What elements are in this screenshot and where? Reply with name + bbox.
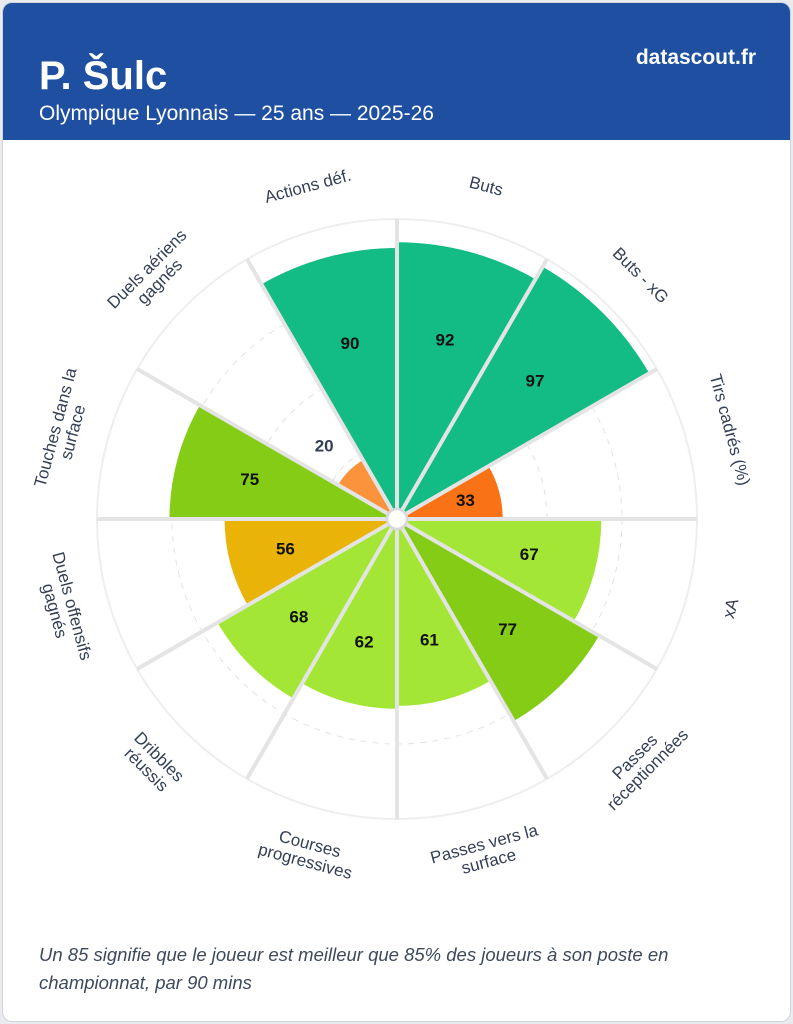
bar-value-label: 90 [341, 334, 360, 353]
category-label: Actions déf. [262, 166, 353, 207]
category-label: Duels offensifsgagnés [31, 550, 96, 667]
bar-value-label: 77 [498, 620, 517, 639]
header: P. Šulc Olympique Lyonnais — 25 ans — 20… [3, 3, 790, 140]
category-label: Buts [467, 173, 505, 200]
player-subtitle: Olympique Lyonnais — 25 ans — 2025-26 [39, 102, 434, 125]
bar-value-label: 20 [315, 437, 334, 456]
radar-bar [302, 527, 397, 709]
radar-bar [169, 405, 389, 519]
category-label-line: Buts [467, 173, 505, 200]
radar-bar [405, 466, 503, 519]
bar-value-label: 92 [436, 330, 455, 349]
radar-spoke [400, 526, 549, 780]
category-label: Passes vers lasurface [428, 820, 545, 884]
category-label-line: Buts - xG [609, 244, 673, 308]
radar-bar [217, 524, 392, 699]
category-label: Tirs cadrés (%) [706, 372, 754, 488]
category-label: Dribblesréussis [118, 728, 188, 798]
radar-spoke [404, 367, 658, 516]
category-label-line: Tirs cadrés (%) [706, 372, 754, 488]
category-label: xA [719, 596, 743, 621]
radar-spoke [136, 367, 390, 516]
bar-value-label: 97 [526, 371, 545, 390]
bar-value-label: 56 [276, 539, 295, 558]
bar-value-label: 75 [240, 470, 259, 489]
category-label-line: Actions déf. [262, 166, 353, 207]
radar-spoke [245, 526, 394, 780]
category-label-line: xA [719, 596, 743, 621]
radar-bar [338, 460, 392, 514]
radar-bar [397, 527, 491, 706]
category-label: Passesréceptionnées [590, 712, 692, 814]
bar-value-label: 67 [520, 545, 539, 564]
radar-spoke [404, 522, 658, 671]
radar-bar [224, 519, 389, 606]
category-label: Coursesprogressives [256, 822, 359, 883]
radar-spoke [400, 258, 549, 512]
bar-value-label: 68 [289, 608, 308, 627]
radar-bar [397, 242, 536, 511]
footnote: Un 85 signifie que le joueur est meilleu… [39, 944, 669, 993]
player-name: P. Šulc [39, 54, 168, 98]
radar-bar [402, 524, 600, 722]
category-label: Duels aériensgagnés [104, 226, 204, 326]
radar-bar [402, 266, 650, 514]
brand-link[interactable]: datascout.fr [635, 46, 756, 69]
radar-bar [261, 248, 397, 511]
category-label: Touches dans lasurface [30, 365, 98, 494]
bar-value-label: 33 [456, 491, 475, 510]
bar-value-label: 62 [355, 632, 374, 651]
radar-spoke [245, 258, 394, 512]
radar-chart: 92 97 33 67 77 61 62 68 56 75 20 90 Buts Buts - xG Tir… [30, 166, 754, 884]
radar-bar [405, 519, 602, 622]
bar-value-label: 61 [420, 630, 439, 649]
radar-center-hub [385, 507, 409, 531]
radar-spoke [136, 522, 390, 671]
category-label: Buts - xG [609, 244, 673, 308]
